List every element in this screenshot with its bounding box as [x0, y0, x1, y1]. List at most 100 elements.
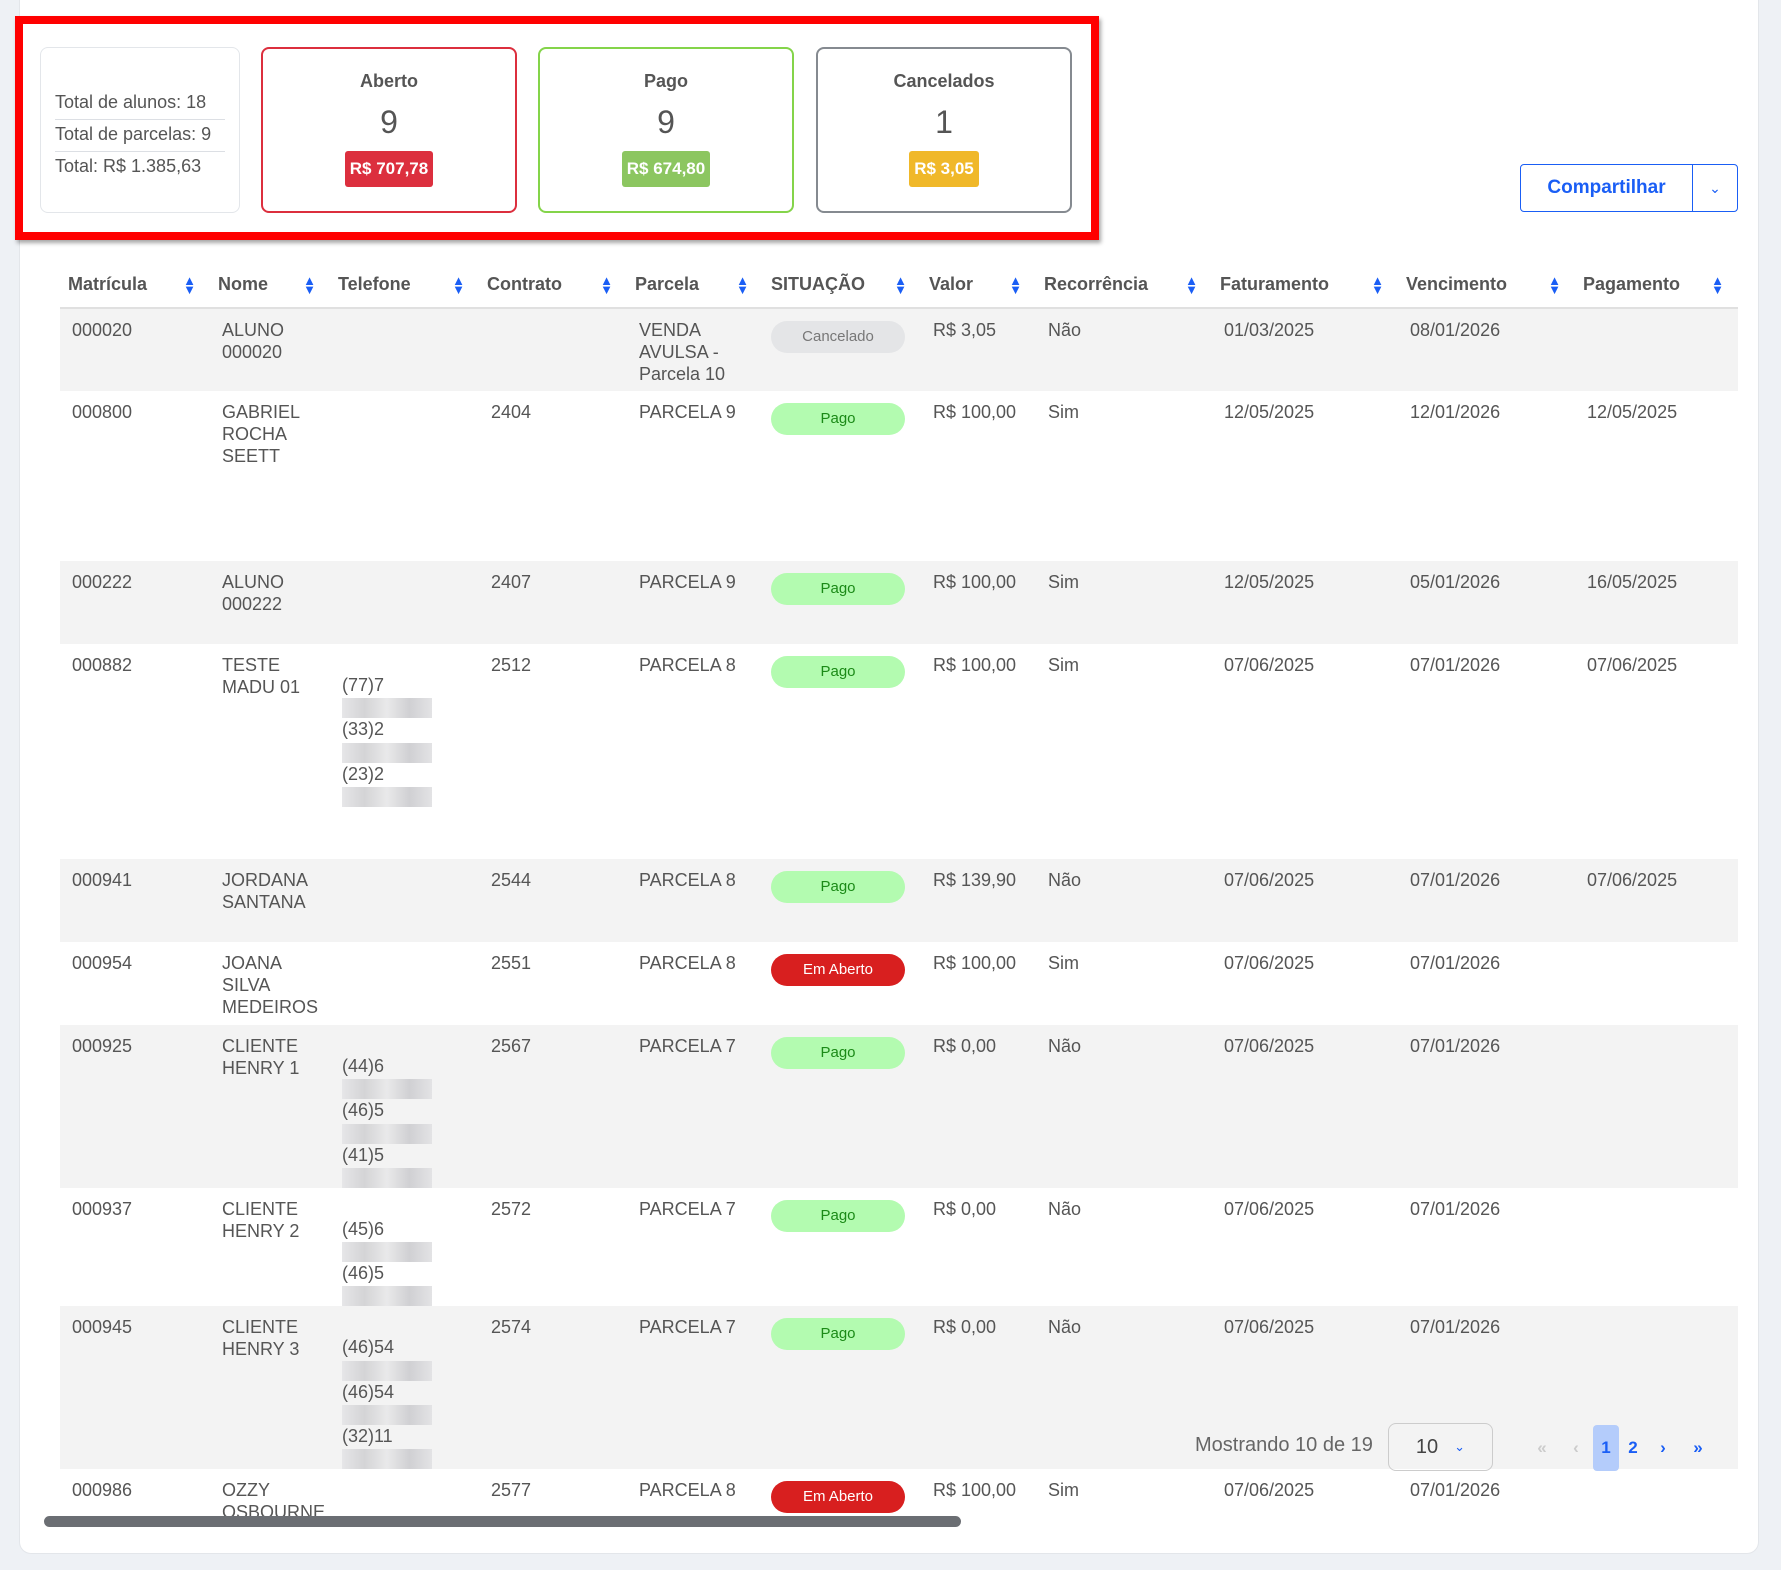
- cell-situacao: Pago: [763, 561, 921, 644]
- column-header[interactable]: Vencimento ▲ ▼: [1398, 262, 1575, 309]
- cell-contrato: 2512: [491, 655, 532, 675]
- column-label: Pagamento: [1583, 274, 1681, 294]
- chevron-left-icon: ‹: [1573, 1438, 1579, 1457]
- cell-nome: GABRIEL ROCHA SEETT: [222, 402, 300, 466]
- stat-title: Cancelados: [893, 71, 995, 91]
- cell-recorrencia: Sim: [1048, 655, 1079, 675]
- sort-icon[interactable]: ▲ ▼: [183, 273, 196, 297]
- redacted-phone: [342, 1449, 432, 1469]
- cell-parcela: PARCELA 8: [639, 953, 736, 973]
- sort-icon[interactable]: ▲ ▼: [1711, 273, 1724, 297]
- column-header[interactable]: Matrícula ▲ ▼: [60, 262, 210, 309]
- cell-telefones: (44)6 (46)5 (41)5: [330, 1025, 479, 1188]
- page-2-button[interactable]: 2: [1628, 1438, 1638, 1457]
- phone-prefix: (32)11: [342, 1425, 393, 1446]
- column-header[interactable]: SITUAÇÃO ▲ ▼: [763, 262, 921, 309]
- column-label: Faturamento: [1220, 274, 1330, 294]
- sort-icon[interactable]: ▲ ▼: [1548, 273, 1561, 297]
- cell-faturamento: 07/06/2025: [1212, 1306, 1398, 1469]
- stat-title: Aberto: [360, 71, 418, 91]
- cell-nome: JOANA SILVA MEDEIROS: [222, 953, 319, 1017]
- total-alunos: Total de alunos: 18: [55, 88, 225, 120]
- phone-prefix: (46)5: [342, 1100, 385, 1121]
- column-header[interactable]: Pagamento ▲ ▼: [1575, 262, 1738, 309]
- horizontal-scrollbar[interactable]: [44, 1516, 961, 1527]
- cell-nome: TESTE MADU 01: [222, 655, 301, 697]
- cell-faturamento: 07/06/2025: [1224, 953, 1315, 973]
- cell-situacao: Pago: [763, 391, 921, 561]
- cell-nome: CLIENTE HENRY 1: [210, 1025, 330, 1188]
- cell-vencimento: 07/01/2026: [1410, 1480, 1501, 1500]
- sort-icon[interactable]: ▲ ▼: [452, 273, 465, 297]
- cell-contrato: 2572: [491, 1198, 532, 1219]
- column-header[interactable]: Telefone ▲ ▼: [330, 262, 479, 309]
- column-header[interactable]: Recorrência ▲ ▼: [1036, 262, 1212, 309]
- summary-card: Total de alunos: 18 Total de parcelas: 9…: [40, 47, 240, 213]
- cell-matricula: 000941: [60, 859, 210, 942]
- column-header[interactable]: Nome ▲ ▼: [210, 262, 330, 309]
- cell-faturamento: 12/05/2025: [1224, 402, 1315, 422]
- cell-nome: OZZY OSBOURNE: [222, 1480, 326, 1522]
- cell-valor: R$ 139,90: [921, 859, 1036, 942]
- table-row: 000954 JOANA SILVA MEDEIROS 2551 PARCELA 8 E…: [60, 942, 1738, 1025]
- column-header[interactable]: Faturamento ▲ ▼: [1212, 262, 1398, 309]
- status-badge: Cancelado: [771, 321, 905, 353]
- page-1-button[interactable]: 1: [1593, 1425, 1619, 1471]
- cell-pagamento: [1575, 1469, 1738, 1538]
- phone-number: (46)54: [342, 1336, 471, 1381]
- cell-vencimento: 07/01/2026: [1398, 1306, 1575, 1469]
- phone-number: (77)7: [342, 674, 471, 719]
- sort-icon[interactable]: ▲ ▼: [1185, 273, 1198, 297]
- status-badge: Pago: [771, 1199, 905, 1232]
- stat-count: 1: [935, 104, 953, 140]
- sort-icon[interactable]: ▲ ▼: [303, 273, 316, 297]
- cell-recorrencia: Sim: [1048, 1480, 1079, 1500]
- redacted-phone: [342, 1404, 432, 1425]
- phone-number: (46)5: [342, 1262, 471, 1307]
- phone-prefix: (33)2: [342, 719, 385, 740]
- table-row: 000937 CLIENTE HENRY 2 (45)6 (46)5 2572 PARCE…: [60, 1188, 1738, 1307]
- cell-pagamento: 16/05/2025: [1575, 561, 1738, 644]
- table-row: 000020 ALUNO 000020 VENDA AVULSA - Parcela…: [60, 308, 1738, 391]
- phone-prefix: (23)2: [342, 763, 385, 784]
- column-header[interactable]: Valor ▲ ▼: [921, 262, 1036, 309]
- stat-card-aberto: Aberto 9 R$ 707,78: [261, 47, 517, 213]
- status-badge: Pago: [771, 573, 905, 605]
- cell-pagamento: [1575, 942, 1738, 1025]
- cell-contrato: 2407: [479, 561, 627, 644]
- prev-page-button[interactable]: ‹: [1564, 1425, 1588, 1471]
- cell-faturamento: 12/05/2025: [1212, 561, 1398, 644]
- column-header[interactable]: Contrato ▲ ▼: [479, 262, 627, 309]
- cell-telefones: (77)7 (33)2 (23)2: [330, 644, 479, 859]
- cell-vencimento: 08/01/2026: [1398, 308, 1575, 391]
- cell-telefones: (45)6 (46)5: [330, 1188, 479, 1307]
- share-button[interactable]: Compartilhar: [1521, 165, 1693, 211]
- redacted-phone: [342, 1360, 432, 1381]
- cell-situacao: Em Aberto: [763, 1469, 921, 1538]
- redacted-phone: [342, 786, 432, 807]
- next-page-button[interactable]: ›: [1651, 1425, 1675, 1471]
- sort-icon[interactable]: ▲ ▼: [1371, 273, 1384, 297]
- cell-recorrencia: Não: [1048, 1198, 1082, 1219]
- cell-pagamento: [1575, 1025, 1738, 1188]
- cell-faturamento: 07/06/2025: [1212, 859, 1398, 942]
- cell-situacao: Em Aberto: [763, 942, 921, 1025]
- cell-recorrencia: Não: [1036, 1306, 1212, 1469]
- cell-valor: R$ 100,00: [933, 1480, 1017, 1500]
- first-page-button[interactable]: «: [1530, 1425, 1554, 1471]
- column-header[interactable]: Parcela ▲ ▼: [627, 262, 763, 309]
- last-page-button[interactable]: »: [1686, 1425, 1710, 1471]
- sort-icon[interactable]: ▲ ▼: [600, 273, 613, 297]
- sort-icon[interactable]: ▲ ▼: [1009, 273, 1022, 297]
- cell-faturamento: 07/06/2025: [1224, 655, 1315, 675]
- cell-parcela: VENDA AVULSA - Parcela 10: [627, 308, 763, 391]
- sort-icon[interactable]: ▲ ▼: [736, 273, 749, 297]
- sort-icon[interactable]: ▲ ▼: [894, 273, 907, 297]
- column-label: Valor: [929, 274, 974, 294]
- share-dropdown-toggle[interactable]: ⌄: [1693, 165, 1737, 211]
- status-badge: Pago: [771, 1318, 905, 1351]
- cell-faturamento: 01/03/2025: [1212, 308, 1398, 391]
- column-label: Contrato: [487, 274, 562, 294]
- cell-valor: R$ 100,00: [921, 561, 1036, 644]
- page-size-select[interactable]: 10 ⌄: [1388, 1423, 1493, 1471]
